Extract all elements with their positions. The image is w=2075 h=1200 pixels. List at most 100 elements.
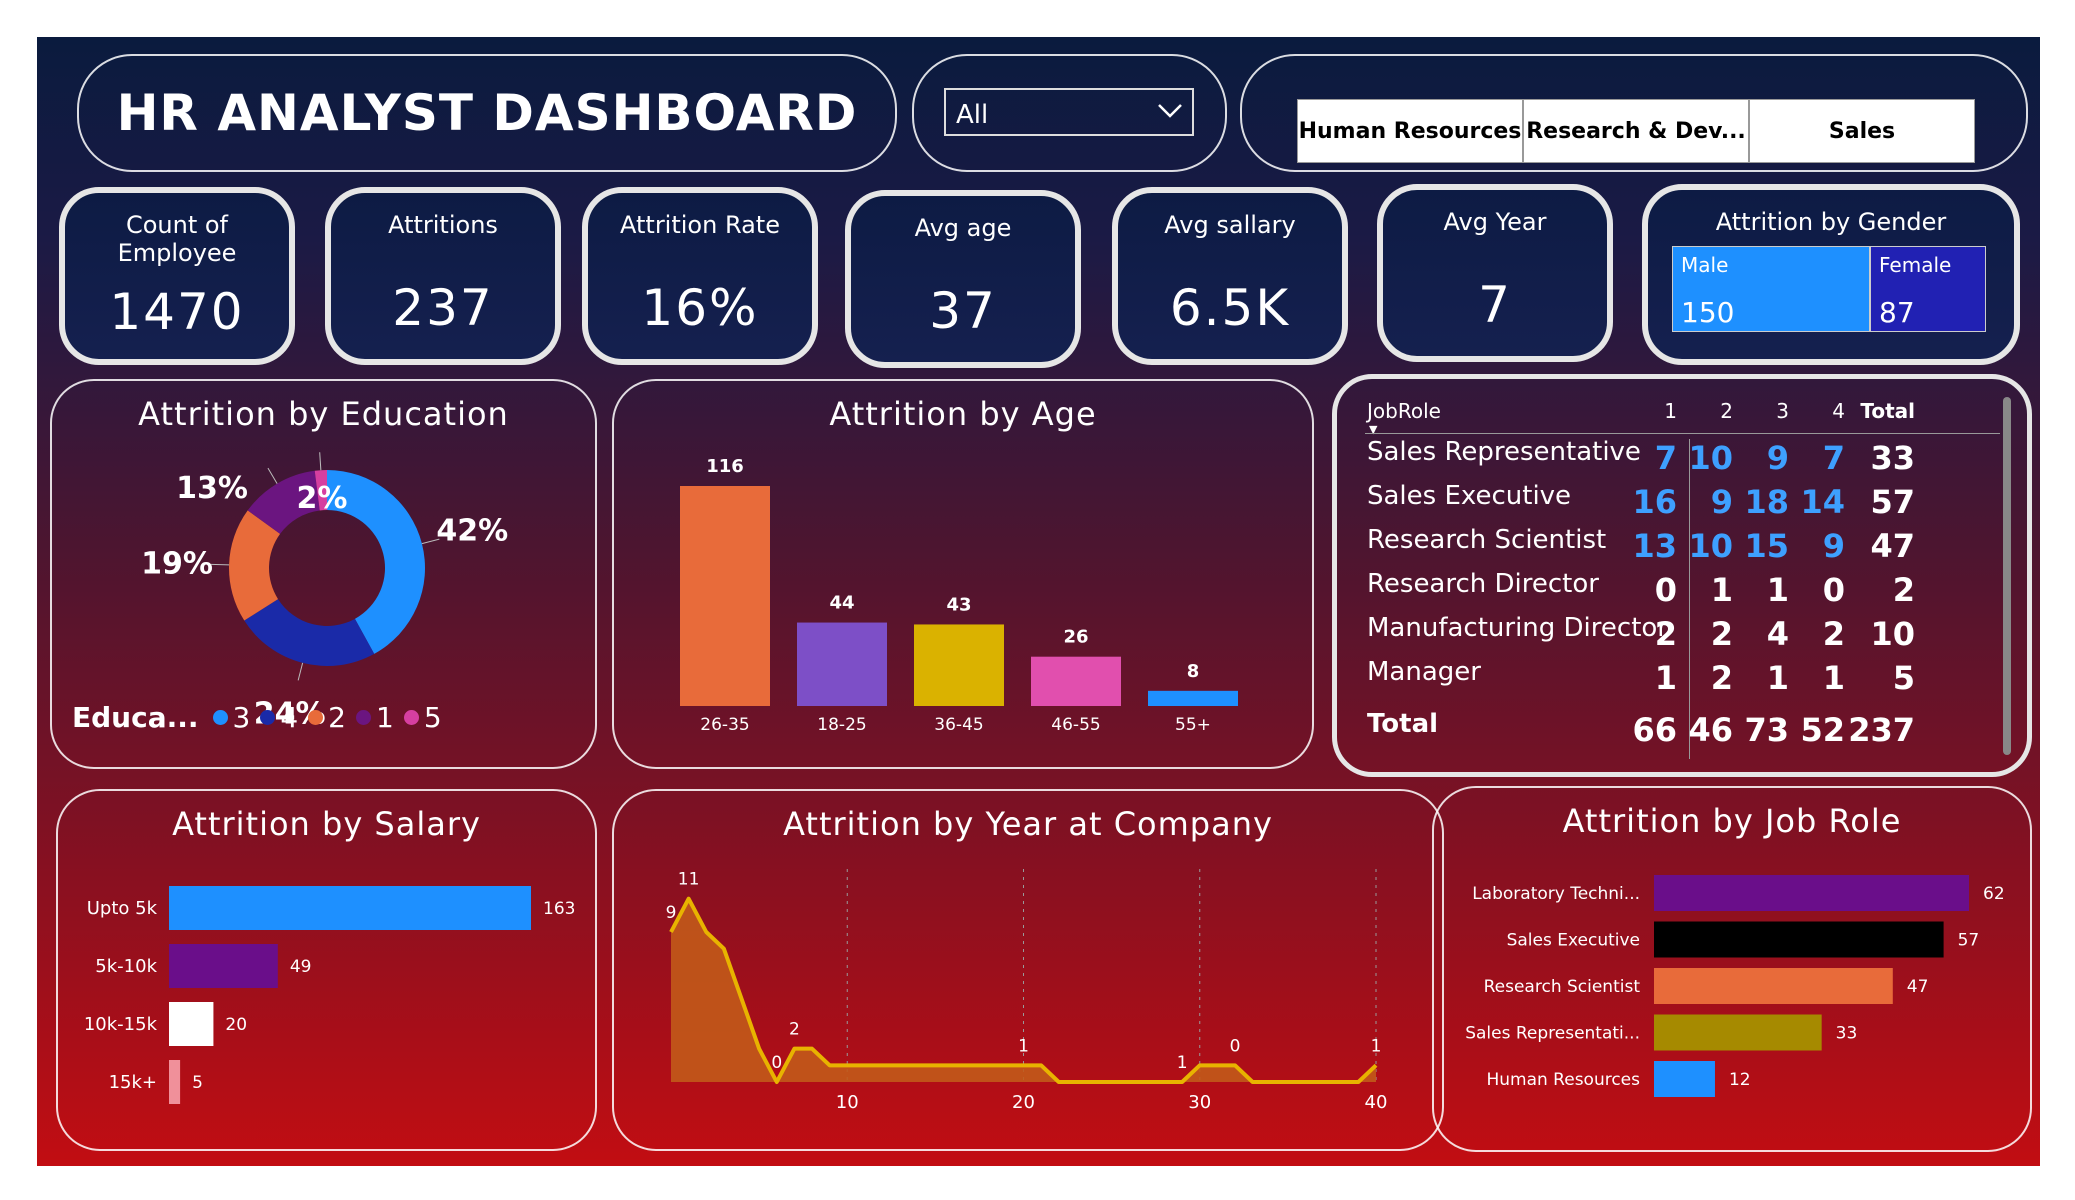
gender-male-value: 150 [1681,296,1735,329]
legend-label: 4 [280,701,299,734]
tick-label: 30 [1188,1092,1211,1113]
matrix-panel: JobRole ▼ 1 2 3 4 Total Sales Representative 7 10… [1332,374,2032,777]
matrix-total-cell: 66 [1632,711,1677,749]
kpi-attrition-rate: Attrition Rate 16% [582,187,818,365]
matrix-header-col: Total [1860,399,1915,423]
jobrole-bar-chart: Laboratory Techni... 62 Sales Executive 57 R… [1465,875,2005,1097]
matrix-total-cell: 52 [1800,711,1845,749]
matrix-row-label: Research Director [1367,569,1599,599]
header-panel: HR ANALYST DASHBOARD [77,54,897,172]
matrix-cell: 2 [1710,615,1733,653]
matrix-total-cell: 237 [1848,711,1915,749]
jobrole-panel: Attrition by Job Role Laboratory Techni.… [1432,786,2032,1152]
jobrole-bar [1654,875,1969,911]
tick-label: 10 [836,1092,859,1113]
legend-item[interactable]: 5 [403,701,442,734]
matrix-row-label: Sales Executive [1367,481,1572,511]
legend-item[interactable]: 4 [260,701,298,734]
legend-dot-icon [212,710,228,725]
filter-dropdown[interactable]: All [944,88,1194,136]
kpi-label: Avg Year [1443,208,1547,236]
tick-label: Research Scientist [1484,977,1641,997]
jobrole-bar [1654,1014,1822,1051]
kpi-value: 7 [1478,276,1512,334]
donut-slice [229,510,281,621]
legend-title: Educa... [72,701,199,734]
gender-female-label: Female [1879,253,1952,277]
data-label: 5 [192,1073,203,1093]
age-bar [1031,656,1121,706]
kpi-label: Avg sallary [1164,211,1296,239]
kpi-count-employee: Count of Employee 1470 [59,187,295,365]
chart-title: Attrition by Salary [172,805,481,843]
tick-label: 15k+ [109,1072,157,1093]
gender-female-value: 87 [1879,296,1915,329]
legend-item[interactable]: 2 [308,701,346,734]
data-label: 1 [1018,1036,1029,1056]
matrix-cell: 15 [1744,527,1789,565]
matrix-cell: 4 [1766,615,1789,653]
slice-label: 19% [141,546,213,581]
data-label: 0 [771,1053,782,1073]
matrix-cell: 1 [1766,571,1789,609]
tick-label: 5k-10k [95,956,157,977]
matrix-cell: 7 [1654,439,1677,477]
data-label: 2 [789,1020,800,1040]
age-bar [914,624,1004,706]
tick-label: Human Resources [1486,1070,1640,1090]
gender-card: Attrition by Gender Male 150 Female 87 [1642,184,2020,365]
age-bar [797,622,887,706]
matrix-total-cell: 73 [1744,711,1789,749]
chart-title: Attrition by Education [138,395,509,433]
kpi-label: Attrition Rate [620,211,780,239]
matrix-cell: 33 [1870,439,1915,477]
matrix-cell: 2 [1710,659,1733,697]
data-label: 44 [829,593,854,614]
tick-label: 55+ [1175,715,1211,735]
matrix-row-label: Manager [1367,657,1481,687]
education-panel: Attrition by Education 42% 24% 19% 13% 2% Ed… [50,379,597,769]
jobrole-bar [1654,921,1944,958]
dept-button-rd[interactable]: Research & Dev... [1523,99,1749,163]
dept-button-hr[interactable]: Human Resources [1297,99,1523,163]
legend-item[interactable]: 1 [356,701,394,734]
kpi-value: 6.5K [1169,279,1291,337]
salary-bar [169,944,278,988]
salary-bar [169,1060,181,1104]
matrix-cell: 1 [1766,659,1789,697]
filter-panel: All [912,54,1227,172]
data-label: 47 [1907,977,1929,997]
data-label: 62 [1983,884,2005,904]
data-label: 20 [225,1015,247,1035]
donut-slice [247,470,320,534]
data-label: 26 [1063,627,1088,648]
matrix-header-col: 1 [1664,399,1677,423]
slice-label: 2% [297,481,348,516]
leader-line [421,538,440,545]
gender-female-tile[interactable]: Female 87 [1870,246,1986,332]
chart-title: Attrition by Age [829,395,1097,433]
gender-male-tile[interactable]: Male 150 [1672,246,1870,332]
age-bar-chart: 116 26-35 44 18-25 43 36-45 26 46-55 8 55+ [680,456,1238,735]
matrix-scrollbar[interactable] [2003,397,2011,755]
filter-selected-value: All [956,100,989,130]
donut-slice [327,470,425,654]
dept-button-sales[interactable]: Sales [1749,99,1975,163]
matrix-header-jobrole[interactable]: JobRole [1367,399,1441,423]
matrix-cell: 2 [1892,571,1915,609]
legend-item[interactable]: 3 [212,701,250,734]
salary-panel: Attrition by Salary Upto 5k 163 5k-10k 49 10… [56,789,597,1151]
area-fill [671,898,1376,1082]
jobrole-bar [1654,968,1893,1004]
matrix-cell: 9 [1710,483,1733,521]
gender-male-label: Male [1681,253,1729,277]
matrix-row-label: Manufacturing Director [1367,613,1668,643]
matrix-cell: 10 [1688,439,1733,477]
matrix-cell: 14 [1800,483,1845,521]
legend-label: 1 [376,701,394,734]
leader-line [319,452,322,471]
kpi-avg-age: Avg age 37 [845,190,1081,368]
